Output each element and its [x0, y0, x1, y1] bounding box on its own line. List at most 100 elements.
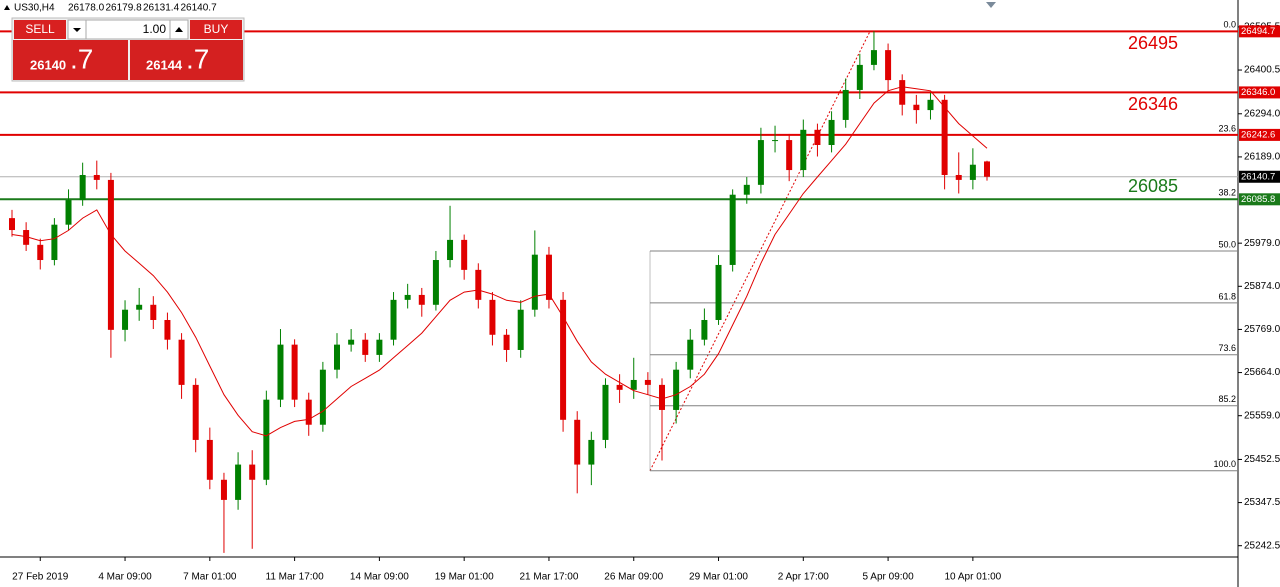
- candle-body: [729, 194, 736, 265]
- candle-body: [376, 339, 383, 355]
- moving-average: [11, 86, 988, 437]
- candle-body: [263, 399, 270, 480]
- y-tick-label: 25559.0: [1244, 410, 1280, 421]
- fib-label: 0.0: [1223, 20, 1236, 30]
- candle-body: [277, 344, 284, 400]
- fib-label: 85.2: [1218, 394, 1236, 404]
- x-tick-label: 27 Feb 2019: [12, 572, 69, 583]
- y-tick-label: 25979.0: [1244, 238, 1280, 249]
- ohlc-value: 26140.7: [181, 3, 218, 14]
- down-arrow: [73, 28, 81, 32]
- candle-body: [192, 384, 199, 440]
- price-tag-label: 26085.8: [1241, 194, 1275, 205]
- ohlc-value: 26179.8: [106, 3, 143, 14]
- candle-body: [291, 344, 298, 400]
- candle-body: [390, 299, 397, 340]
- candle-body: [828, 119, 835, 146]
- fib-label: 73.6: [1218, 343, 1236, 353]
- y-tick-label: 26294.0: [1244, 108, 1280, 119]
- candle-body: [927, 99, 934, 111]
- candle-body: [220, 479, 227, 500]
- candle-body: [885, 50, 892, 81]
- y-tick-label: 25452.5: [1244, 454, 1280, 465]
- x-tick-label: 2 Apr 17:00: [778, 572, 830, 583]
- ohlc-value: 26131.4: [143, 3, 180, 14]
- fib-label: 100.0: [1213, 459, 1236, 469]
- candle-body: [503, 334, 510, 350]
- candle-body: [319, 369, 326, 425]
- price-tag: [1239, 128, 1280, 141]
- candle-body: [206, 439, 213, 480]
- candle-body: [984, 161, 990, 177]
- sell-price-box[interactable]: [13, 40, 128, 80]
- candle-body: [348, 339, 355, 345]
- candle-body: [447, 239, 454, 261]
- candle-body: [305, 399, 312, 425]
- price-tag: [1239, 193, 1280, 206]
- price-tag: [1239, 25, 1280, 38]
- ohlc-value: 26178.0: [68, 3, 105, 14]
- candle-body: [715, 264, 722, 320]
- candle-body: [659, 384, 665, 410]
- price-tag-label: 26494.7: [1241, 26, 1275, 37]
- sell-button[interactable]: [14, 20, 66, 39]
- candle-body: [404, 294, 411, 300]
- y-tick-label: 25874.0: [1244, 281, 1280, 292]
- candle-body: [814, 129, 821, 146]
- x-tick-label: 4 Mar 09:00: [98, 572, 152, 583]
- candle-body: [786, 140, 793, 171]
- candle-body: [150, 304, 157, 320]
- candle-body: [941, 99, 948, 175]
- level-label: 26495: [1128, 33, 1178, 53]
- x-tick-label: 29 Mar 01:00: [689, 572, 748, 583]
- fib-label: 23.6: [1218, 123, 1236, 133]
- buy-price-box[interactable]: [130, 40, 243, 80]
- x-tick-label: 19 Mar 01:00: [435, 572, 494, 583]
- candle-body: [531, 254, 538, 310]
- candle-body: [235, 464, 242, 500]
- buy-label: BUY: [204, 22, 229, 36]
- buy-price: 26144: [146, 57, 183, 72]
- sell-price-frac: .7: [70, 43, 93, 74]
- level-label: 26346: [1128, 94, 1178, 114]
- y-tick-label: 25242.5: [1244, 540, 1280, 551]
- up-arrow: [175, 27, 183, 32]
- candle-body: [616, 384, 623, 390]
- buy-button[interactable]: [190, 20, 242, 39]
- y-tick-label: 25769.0: [1244, 324, 1280, 335]
- candle-body: [800, 129, 807, 171]
- candle-body: [136, 304, 143, 310]
- x-tick-label: 5 Apr 09:00: [863, 572, 915, 583]
- candle-body: [23, 230, 30, 245]
- candle-body: [418, 294, 425, 305]
- candle-body: [122, 309, 129, 330]
- fib-label: 38.2: [1218, 188, 1236, 198]
- candle-body: [644, 379, 651, 385]
- trade-panel: SELL 1.00 BUY 26140 .7 26144 .7: [11, 17, 245, 82]
- candle-body: [743, 184, 750, 195]
- candle-body: [545, 254, 552, 300]
- fib-label: 61.8: [1218, 291, 1236, 301]
- candle-body: [37, 244, 44, 261]
- candle-body: [475, 269, 482, 300]
- candle-body: [178, 339, 185, 385]
- candle-body: [51, 224, 58, 261]
- candle-body: [93, 174, 100, 180]
- lot-value: 1.00: [143, 22, 167, 36]
- candle-body: [757, 140, 764, 185]
- candle-body: [9, 218, 15, 231]
- candle-body: [673, 369, 680, 410]
- scroll-marker: [986, 2, 996, 8]
- price-tag-label: 26346.0: [1241, 87, 1275, 98]
- candle-body: [899, 80, 906, 105]
- candle-body: [79, 174, 86, 201]
- price-tag-label: 26140.7: [1241, 171, 1275, 182]
- candle-body: [687, 339, 694, 370]
- candle-body: [107, 179, 114, 330]
- candle-body: [461, 239, 468, 270]
- sell-label: SELL: [25, 22, 55, 36]
- y-tick-label: 26189.0: [1244, 152, 1280, 163]
- candle-body: [164, 319, 171, 340]
- candle-body: [560, 299, 567, 420]
